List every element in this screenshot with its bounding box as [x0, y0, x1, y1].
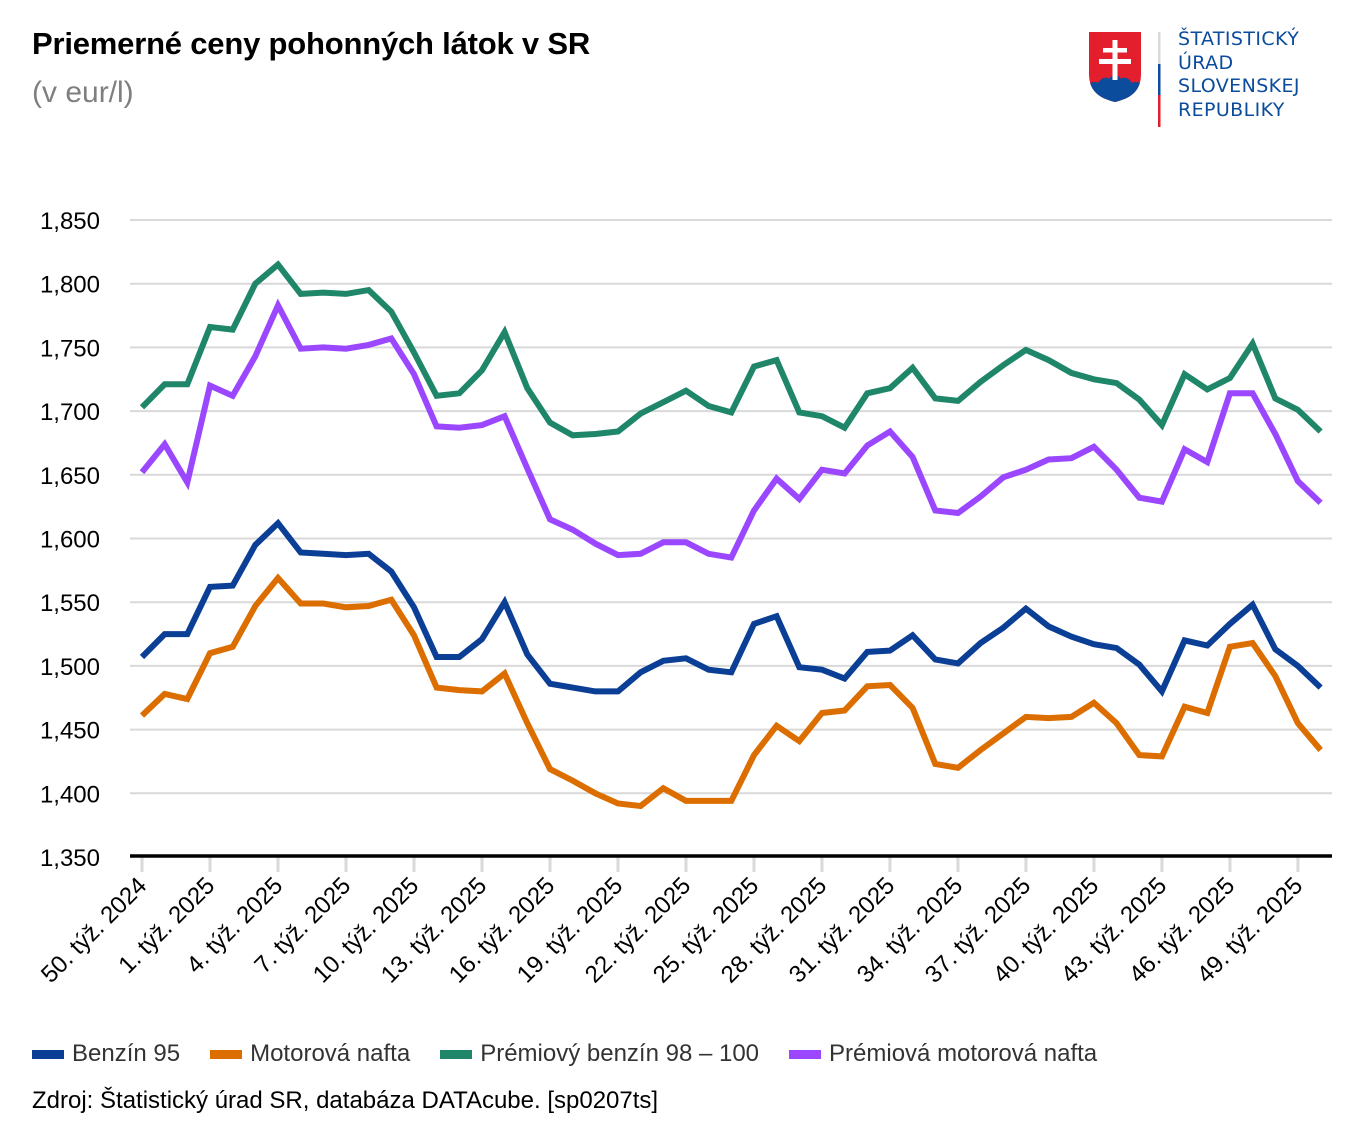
logo-divider-blue	[1158, 64, 1161, 95]
logo-text: ŠTATISTICKÝ ÚRAD SLOVENSKEJ REPUBLIKY	[1178, 28, 1300, 122]
y-axis: 1,350 1,400 1,450 1,500 1,550 1,600 1,650 1,700…	[40, 208, 100, 872]
y-tick-label: 1,400	[40, 781, 100, 808]
source-note: Zdroj: Štatistický úrad SR, databáza DAT…	[32, 1087, 659, 1114]
series-lines	[139, 260, 1323, 810]
legend-item-premiova-motorova-nafta[interactable]: Prémiová motorová nafta	[789, 1040, 1097, 1068]
y-tick-label: 1,350	[40, 845, 100, 872]
y-tick-label: 1,450	[40, 718, 100, 745]
y-tick-label: 1,550	[40, 590, 100, 617]
legend-swatch	[32, 1049, 64, 1059]
series-line-4	[139, 298, 1323, 561]
logo-line-3: SLOVENSKEJ	[1178, 75, 1300, 97]
chart-subtitle: (v eur/l)	[32, 76, 134, 109]
chart-title: Priemerné ceny pohonných látok v SR	[32, 26, 591, 61]
legend: Benzín 95 Motorová nafta Prémiový benzín…	[32, 1040, 1127, 1068]
y-tick-label: 1,700	[40, 399, 100, 426]
logo-line-4: REPUBLIKY	[1178, 98, 1285, 121]
legend-swatch	[440, 1049, 473, 1059]
legend-swatch	[210, 1049, 243, 1059]
gridlines	[130, 219, 1332, 795]
logo-line-1: ŠTATISTICKÝ	[1178, 28, 1300, 50]
double-cross	[1099, 40, 1131, 80]
statistical-office-logo: ŠTATISTICKÝ ÚRAD SLOVENSKEJ REPUBLIKY	[1086, 28, 1336, 130]
logo-divider-red	[1158, 95, 1161, 127]
legend-label: Benzín 95	[72, 1040, 181, 1067]
y-tick-label: 1,850	[40, 208, 100, 235]
legend-item-motorova-nafta[interactable]: Motorová nafta	[210, 1040, 410, 1068]
legend-item-benzin-95[interactable]: Benzín 95	[32, 1040, 180, 1068]
legend-label: Prémiový benzín 98 – 100	[480, 1040, 760, 1067]
y-tick-label: 1,500	[40, 654, 100, 681]
series-line-2	[139, 573, 1323, 810]
legend-swatch	[789, 1049, 822, 1059]
legend-item-premiovy-benzin[interactable]: Prémiový benzín 98 – 100	[440, 1040, 759, 1068]
line-chart: 1,350 1,400 1,450 1,500 1,550 1,600 1,650 1,700…	[36, 208, 1332, 988]
coat-of-arms-icon	[1089, 32, 1161, 127]
y-tick-label: 1,650	[40, 463, 100, 490]
legend-label: Prémiová motorová nafta	[829, 1040, 1098, 1067]
logo-line-2: ÚRAD	[1178, 51, 1234, 74]
series-line-3	[139, 260, 1323, 439]
y-tick-label: 1,800	[40, 272, 100, 299]
y-tick-label: 1,600	[40, 527, 100, 554]
series-line-1	[139, 518, 1323, 697]
legend-label: Motorová nafta	[250, 1040, 411, 1067]
y-tick-label: 1,750	[40, 335, 100, 362]
logo-divider-grey	[1158, 32, 1161, 64]
